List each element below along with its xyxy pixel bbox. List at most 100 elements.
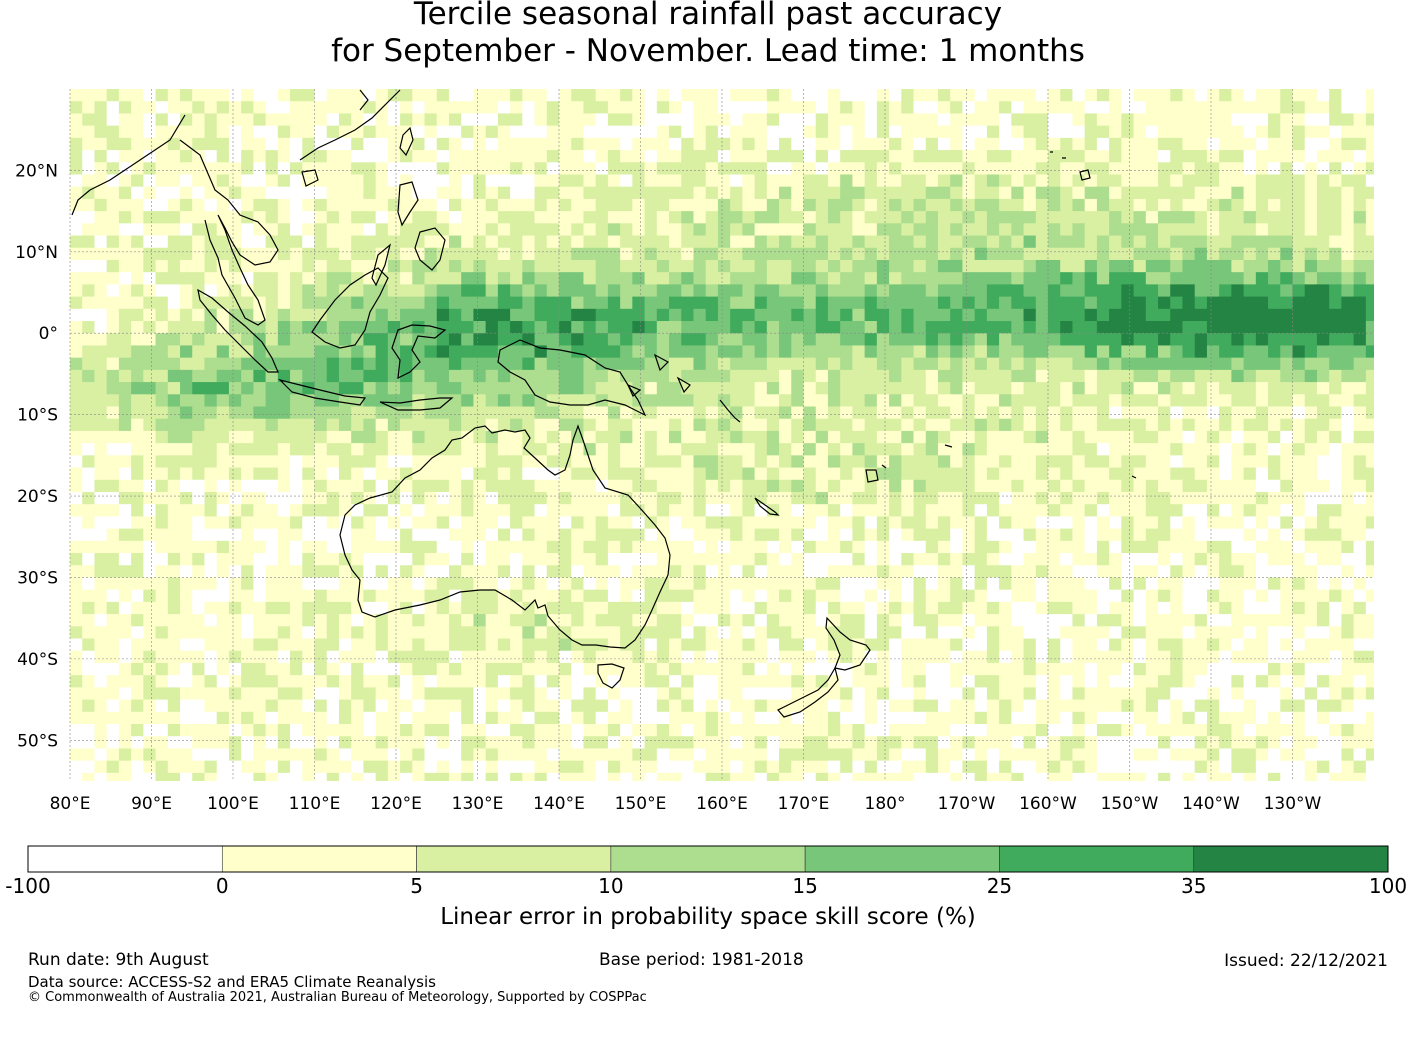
skill-cell xyxy=(461,614,475,627)
skill-cell xyxy=(1243,443,1257,456)
skill-cell xyxy=(1121,259,1135,273)
skill-cell xyxy=(583,247,597,261)
skill-cell xyxy=(1182,272,1196,285)
skill-cell xyxy=(1060,614,1074,627)
skill-cell xyxy=(302,650,316,664)
skill-cell xyxy=(1243,418,1257,432)
skill-cell xyxy=(803,284,817,298)
skill-cell xyxy=(277,345,291,359)
skill-cell xyxy=(522,430,536,444)
skill-cell xyxy=(1194,504,1208,518)
skill-cell xyxy=(693,247,707,261)
skill-cell xyxy=(473,357,487,371)
skill-cell xyxy=(436,638,450,652)
skill-cell xyxy=(986,528,1000,542)
skill-cell xyxy=(913,308,927,322)
skill-cell xyxy=(412,577,426,591)
skill-cell xyxy=(534,284,548,298)
skill-cell xyxy=(1280,589,1294,603)
skill-cell xyxy=(827,467,841,481)
skill-cell xyxy=(326,479,340,493)
skill-cell xyxy=(889,528,902,542)
skill-cell xyxy=(779,296,792,310)
skill-cell xyxy=(1072,455,1086,469)
skill-cell xyxy=(204,540,218,554)
skill-cell xyxy=(1109,565,1122,579)
skill-cell xyxy=(1194,150,1208,163)
skill-cell xyxy=(400,516,413,530)
skill-cell xyxy=(82,406,96,420)
skill-cell xyxy=(400,162,413,176)
skill-cell xyxy=(1280,198,1294,212)
skill-cell xyxy=(840,357,853,371)
skill-cell xyxy=(632,101,646,115)
skill-cell xyxy=(595,174,609,188)
skill-cell xyxy=(1158,211,1171,224)
skill-cell xyxy=(1023,601,1037,615)
skill-cell xyxy=(1096,174,1110,188)
skill-cell xyxy=(925,333,939,347)
skill-cell xyxy=(644,577,658,591)
skill-cell xyxy=(1109,211,1122,224)
skill-cell xyxy=(656,284,670,298)
skill-cell xyxy=(192,198,206,212)
skill-cell xyxy=(559,601,572,615)
skill-cell xyxy=(1219,589,1232,603)
skill-cell xyxy=(1206,296,1220,310)
skill-cell xyxy=(1231,162,1245,176)
skill-cell xyxy=(1219,528,1232,542)
skill-cell xyxy=(607,186,621,200)
skill-cell xyxy=(497,235,511,249)
skill-cell xyxy=(962,540,976,554)
skill-cell xyxy=(1316,113,1330,127)
skill-cell xyxy=(693,113,707,127)
skill-cell xyxy=(155,565,169,579)
skill-cell xyxy=(387,247,401,261)
skill-cell xyxy=(534,382,548,395)
skill-cell xyxy=(1109,443,1122,456)
skill-cell xyxy=(852,638,866,652)
skill-cell xyxy=(1292,394,1306,408)
skill-cell xyxy=(448,272,462,285)
skill-cell xyxy=(1255,565,1269,579)
skill-cell xyxy=(1194,272,1208,285)
skill-cell xyxy=(448,577,462,591)
skill-cell xyxy=(913,259,927,273)
skill-cell xyxy=(620,137,633,151)
skill-cell xyxy=(1280,247,1294,261)
skill-cell xyxy=(815,650,829,664)
skill-cell xyxy=(1170,504,1184,518)
skill-cell xyxy=(632,247,646,261)
skill-cell xyxy=(607,504,621,518)
skill-cell xyxy=(1316,528,1330,542)
skill-cell xyxy=(1255,223,1269,237)
skill-cell xyxy=(583,198,597,212)
skill-cell xyxy=(1060,467,1074,481)
skill-cell xyxy=(705,211,719,224)
skill-cell xyxy=(1280,357,1294,371)
skill-cell xyxy=(876,101,890,115)
skill-cell xyxy=(889,626,902,640)
skill-cell xyxy=(925,406,939,420)
skill-cell xyxy=(338,198,352,212)
skill-cell xyxy=(669,162,682,176)
skill-cell xyxy=(1194,137,1208,151)
skill-cell xyxy=(742,504,756,518)
skill-cell xyxy=(82,174,96,188)
skill-cell xyxy=(192,528,206,542)
skill-cell xyxy=(1084,540,1098,554)
skill-cell xyxy=(1231,418,1245,432)
skill-cell xyxy=(228,626,242,640)
skill-cell xyxy=(1268,247,1281,261)
skill-cell xyxy=(412,89,426,102)
skill-cell xyxy=(363,382,377,395)
skill-cell xyxy=(1292,223,1306,237)
skill-cell xyxy=(180,504,193,518)
skill-cell xyxy=(1133,89,1147,102)
skill-cell xyxy=(1353,430,1367,444)
skill-cell xyxy=(620,357,633,371)
skill-cell xyxy=(155,443,169,456)
skill-cell xyxy=(534,540,548,554)
skill-cell xyxy=(1060,308,1074,322)
skill-cell xyxy=(1182,504,1196,518)
